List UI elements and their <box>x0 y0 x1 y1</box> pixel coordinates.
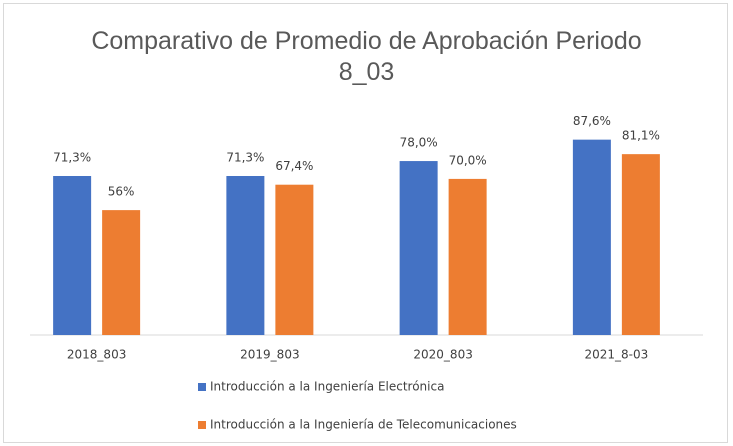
data-label: 71,3% <box>53 151 91 165</box>
bar <box>53 176 92 335</box>
legend-swatch <box>198 421 206 429</box>
bar <box>448 178 487 335</box>
data-label: 70,0% <box>449 153 487 167</box>
x-tick-label: 2018_803 <box>67 348 126 362</box>
bar <box>621 154 660 335</box>
data-label: 78,0% <box>400 136 438 150</box>
data-label: 71,3% <box>226 151 264 165</box>
bar <box>275 184 314 335</box>
x-tick-label: 2019_803 <box>240 348 299 362</box>
chart-title: Comparativo de Promedio de Aprobación Pe… <box>91 27 642 86</box>
legend-label: Introducción a la Ingeniería Electrónica <box>210 380 444 394</box>
chart-border <box>3 3 728 443</box>
bar <box>399 161 438 335</box>
bar <box>226 176 265 335</box>
data-label: 87,6% <box>573 114 611 128</box>
data-label: 56% <box>108 185 135 199</box>
data-label: 81,1% <box>622 129 660 143</box>
data-label: 67,4% <box>275 159 313 173</box>
bar <box>572 139 611 335</box>
legend-swatch <box>198 383 206 391</box>
bar <box>102 210 141 335</box>
x-tick-label: 2020_803 <box>413 348 472 362</box>
x-tick-label: 2021_8-03 <box>584 348 648 362</box>
legend-label: Introducción a la Ingeniería de Telecomu… <box>210 418 517 432</box>
